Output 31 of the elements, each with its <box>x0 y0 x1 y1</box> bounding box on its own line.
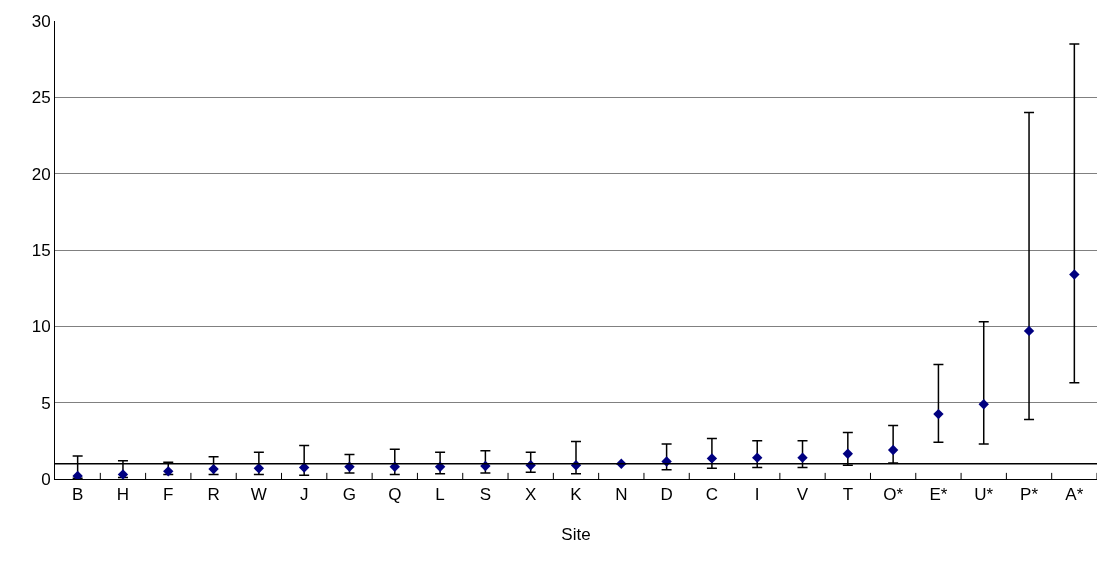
x-axis-title: Site <box>561 525 591 544</box>
x-tick-label: B <box>71 485 84 505</box>
y-tick-label: 10 <box>31 317 51 337</box>
x-tick-label: D <box>660 485 673 505</box>
x-tick-label: K <box>570 485 583 505</box>
y-tick-label: 20 <box>31 164 51 184</box>
x-tick-label: O* <box>883 485 904 505</box>
x-tick-label: N <box>615 485 628 505</box>
x-tick-label: I <box>754 485 760 505</box>
x-tick-label: S <box>479 485 492 505</box>
x-tick-label: T <box>842 485 854 505</box>
x-tick-label: P* <box>1020 485 1039 505</box>
x-tick-label: A* <box>1065 485 1084 505</box>
y-tick-label: 15 <box>31 240 51 260</box>
x-tick-label: F <box>163 485 174 505</box>
x-tick-label: E* <box>929 485 948 505</box>
y-tick-label: 5 <box>41 393 51 413</box>
y-tick-label: 30 <box>31 11 51 31</box>
x-tick-label: L <box>435 485 445 505</box>
x-tick-label: C <box>705 485 719 505</box>
x-tick-label: Q <box>388 485 402 505</box>
y-tick-label: 0 <box>41 469 51 489</box>
x-tick-label: H <box>116 485 130 505</box>
x-tick-label: J <box>299 485 309 505</box>
x-tick-label: W <box>250 485 267 505</box>
x-tick-label: V <box>796 485 809 505</box>
x-tick-label: U* <box>974 485 994 505</box>
x-tick-label: R <box>207 485 220 505</box>
x-tick-label: X <box>525 485 537 505</box>
y-tick-label: 25 <box>31 88 51 108</box>
x-tick-label: G <box>342 485 357 505</box>
